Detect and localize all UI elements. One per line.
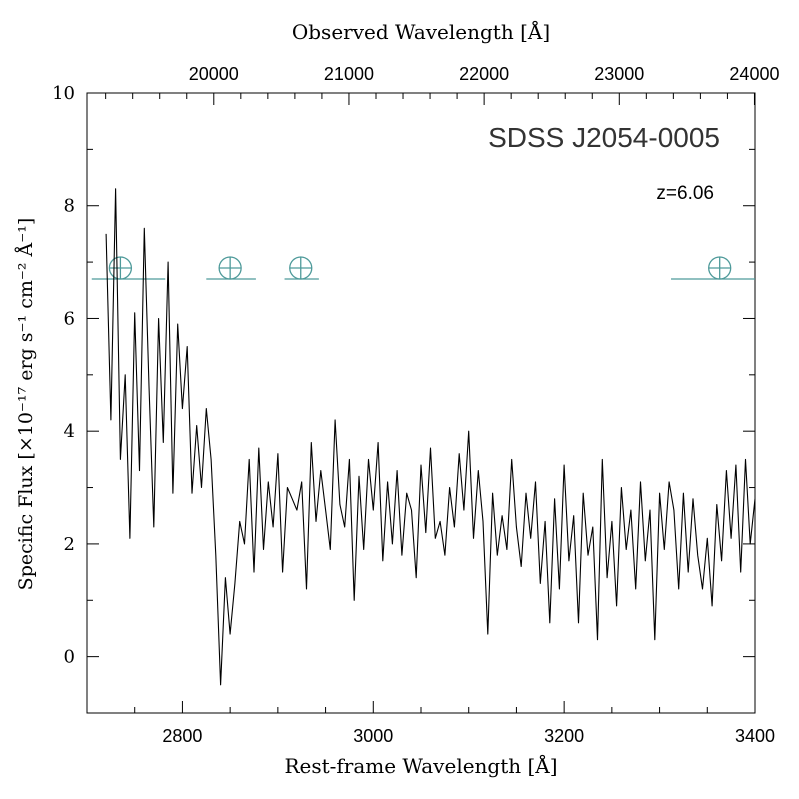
y-tick-label: 10 bbox=[52, 83, 75, 104]
y-tick-label: 0 bbox=[64, 647, 75, 668]
y-tick-label: 6 bbox=[64, 308, 75, 329]
x2-tick-labels: 20000 21000 22000 23000 24000 bbox=[189, 64, 780, 84]
x2-tick-label: 20000 bbox=[189, 64, 239, 84]
x-tick-labels: 2800 3000 3200 3400 bbox=[162, 726, 775, 746]
axis-ticks bbox=[86, 92, 756, 714]
x-tick-label: 3000 bbox=[353, 726, 393, 746]
telluric-markers bbox=[91, 256, 755, 280]
x2-axis-label: Observed Wavelength [Å] bbox=[292, 19, 550, 44]
x-tick-label: 3200 bbox=[544, 726, 584, 746]
x-axis-label: Rest-frame Wavelength [Å] bbox=[284, 753, 557, 778]
y-tick-label: 4 bbox=[64, 421, 75, 442]
x-tick-label: 2800 bbox=[162, 726, 202, 746]
x-tick-label: 3400 bbox=[735, 726, 775, 746]
chart-title: SDSS J2054-0005 bbox=[488, 122, 720, 153]
x2-tick-label: 22000 bbox=[459, 64, 509, 84]
plot-frame bbox=[86, 92, 756, 714]
x2-tick-label: 23000 bbox=[594, 64, 644, 84]
x2-tick-label: 24000 bbox=[729, 64, 779, 84]
y-tick-label: 8 bbox=[64, 196, 75, 217]
y-tick-labels: 0 2 4 6 8 10 bbox=[52, 83, 75, 668]
spectrum-line bbox=[105, 188, 756, 686]
y-axis-label: Specific Flux [×10⁻¹⁷ erg s⁻¹ cm⁻² Å⁻¹] bbox=[15, 218, 37, 591]
redshift-annotation: z=6.06 bbox=[656, 183, 714, 204]
y-tick-label: 2 bbox=[64, 534, 75, 555]
x2-tick-label: 21000 bbox=[324, 64, 374, 84]
